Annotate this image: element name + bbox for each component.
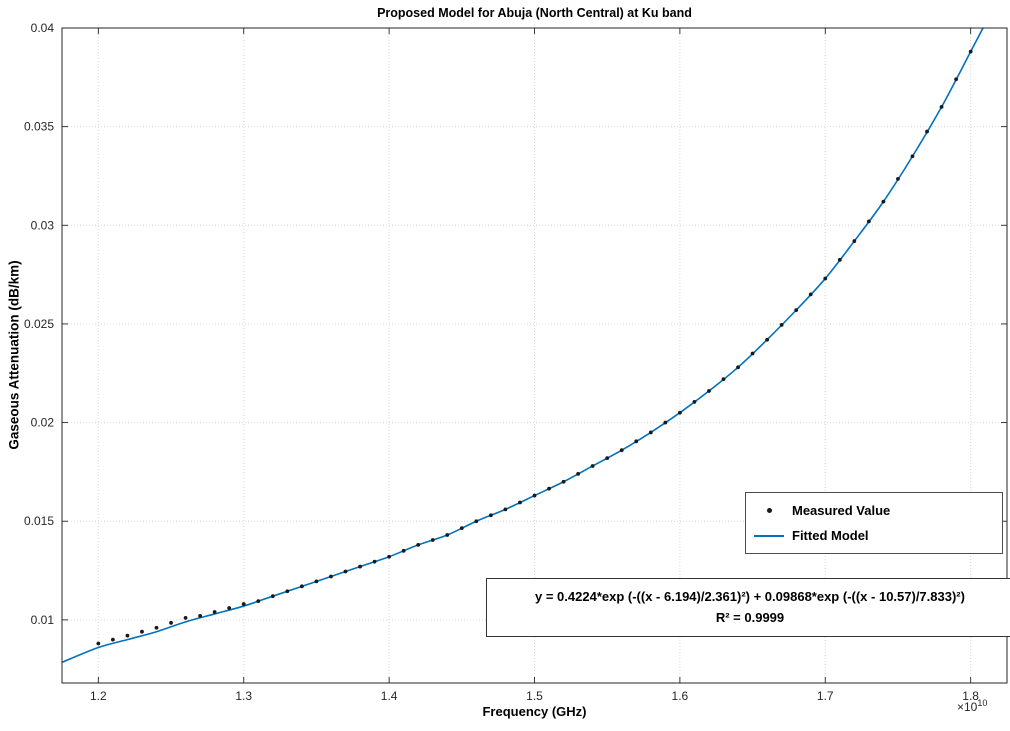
y-tick-label: 0.04 [31, 21, 55, 35]
x-axis-label: Frequency (GHz) [482, 704, 587, 719]
x-tick-label: 1.6 [672, 689, 689, 703]
x-tick-label: 1.5 [526, 689, 543, 703]
fitted-marker-cell [746, 534, 792, 537]
measured-point [576, 471, 581, 476]
chart-title: Proposed Model for Abuja (North Central)… [377, 6, 692, 20]
measured-point [125, 633, 130, 638]
measured-point [794, 308, 799, 313]
legend[interactable]: Measured Value Fitted Model [745, 492, 1003, 554]
measured-point [648, 430, 653, 435]
measured-point [663, 420, 668, 425]
x-tick-label: 1.7 [817, 689, 834, 703]
x-tick-label: 1.4 [381, 689, 398, 703]
measured-point [590, 464, 595, 468]
measured-point [692, 399, 697, 404]
measured-point [721, 377, 726, 382]
measured-point [619, 448, 624, 453]
y-tick-label: 0.015 [24, 514, 54, 528]
x-tick-label: 1.3 [235, 689, 252, 703]
measured-point [416, 542, 421, 547]
measured-point [954, 77, 959, 82]
measured-point [532, 493, 537, 498]
measured-point [372, 559, 377, 564]
measured-point [387, 554, 392, 559]
equation-text: y = 0.4224*exp (-((x - 6.194)/2.361)²) +… [535, 589, 965, 604]
measured-point [96, 641, 101, 646]
measured-point [518, 500, 522, 505]
tick-marks [62, 27, 1007, 683]
y-tick-label: 0.01 [31, 613, 55, 627]
r-squared-text: R² = 0.9999 [715, 609, 785, 625]
measured-point [299, 584, 304, 589]
measured-point [837, 257, 842, 262]
measured-point [256, 599, 261, 604]
plot-area: 1.2 1.3 1.4 1.5 1.6 1.7 1.8 0.01 0.015 0.02 0.025 0… [24, 21, 1008, 703]
measured-point [154, 625, 159, 630]
measured-point [605, 456, 610, 460]
measured-point [808, 292, 813, 297]
measured-point [823, 276, 828, 281]
measured-point [329, 574, 333, 579]
measured-point [925, 129, 929, 134]
equation-annotation: y = 0.4224*exp (-((x - 6.194)/2.361)²) +… [486, 578, 1010, 637]
y-tick-label: 0.035 [24, 120, 54, 134]
measured-point [401, 548, 406, 553]
measured-point [547, 486, 551, 491]
measured-point [852, 239, 857, 243]
measured-point [198, 614, 203, 618]
measured-dot-marker [766, 508, 772, 513]
legend-label-measured: Measured Value [792, 503, 891, 518]
x-tick-label: 1.8 [962, 689, 979, 703]
measured-points [96, 49, 973, 646]
measured-point [169, 620, 173, 625]
measured-point [445, 533, 450, 537]
measured-point [750, 351, 755, 356]
measured-point [241, 602, 246, 606]
legend-item-measured: Measured Value [746, 498, 1002, 523]
measured-point [488, 513, 493, 518]
measured-point [474, 519, 479, 524]
measured-point [765, 337, 770, 342]
measured-point [285, 589, 290, 594]
x-axis-exponent-power: 10 [977, 698, 988, 708]
fitted-model-line [62, 28, 984, 664]
legend-item-fitted: Fitted Model [746, 523, 1002, 548]
grid [62, 27, 1007, 683]
y-tick-label: 0.02 [31, 416, 55, 430]
measured-point [896, 177, 900, 181]
measured-point [707, 389, 711, 393]
measured-point [634, 439, 639, 444]
measured-point [968, 49, 973, 54]
measured-point [736, 365, 740, 370]
measured-point [358, 564, 362, 569]
measured-point [677, 410, 682, 415]
y-axis-label: Gaseous Attenuation (dB/km) [6, 260, 22, 450]
x-axis-exponent: ×1010 [957, 698, 987, 714]
measured-point [110, 637, 115, 642]
measured-point [779, 323, 784, 327]
measured-point [183, 615, 188, 620]
x-tick-label: 1.2 [90, 689, 107, 703]
x-axis-exponent-base: ×10 [957, 700, 978, 714]
y-tick-label: 0.03 [31, 218, 55, 232]
measured-point [910, 154, 915, 159]
measured-point [459, 526, 464, 531]
measured-point [503, 507, 508, 512]
measured-point [866, 219, 871, 224]
measured-point [314, 579, 319, 584]
measured-point [430, 538, 435, 542]
measured-point [343, 569, 348, 574]
y-tick-label: 0.025 [24, 317, 54, 331]
measured-marker-cell [746, 508, 792, 513]
measured-point [881, 199, 886, 204]
measured-point [939, 105, 944, 109]
measured-point [140, 629, 144, 634]
legend-label-fitted: Fitted Model [792, 528, 869, 543]
measured-point [212, 610, 217, 614]
fitted-line-marker [754, 534, 784, 537]
measured-point [270, 594, 275, 599]
measured-point [227, 606, 232, 610]
measured-point [561, 479, 566, 484]
